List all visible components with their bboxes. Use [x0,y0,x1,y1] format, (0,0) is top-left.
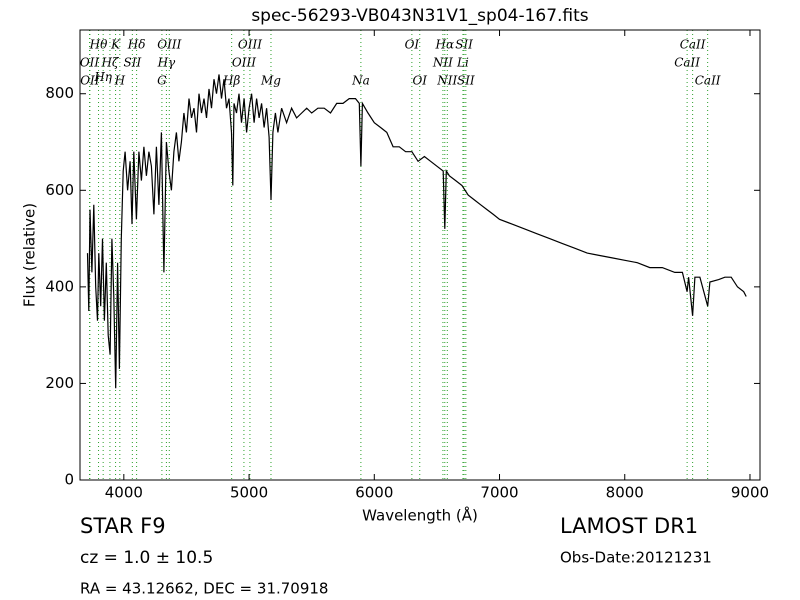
survey: LAMOST DR1 [560,514,698,538]
y-tick-label: 800 [45,84,74,102]
spectral-label: SII [123,56,141,70]
spectral-label: SII [457,74,475,88]
obs-date: Obs-Date:20121231 [560,549,712,567]
x-tick-label: 8000 [606,484,644,502]
x-axis-label: Wavelength (Å) [362,506,478,525]
spectral-label: H [114,74,126,88]
spectral-label: CaII [674,56,700,70]
spectral-label: Hα [435,38,455,52]
spectral-label: OI [405,38,420,52]
y-axis-label: Flux (relative) [21,203,39,307]
spectral-label: Hβ [222,74,240,88]
x-tick-label: 6000 [355,484,393,502]
spectral-label: Hθ [89,38,108,52]
spectral-label: K [110,38,121,52]
x-tick-label: 4000 [105,484,143,502]
coords: RA = 43.12662, DEC = 31.70918 [80,580,328,598]
x-tick-label: 5000 [230,484,268,502]
y-tick-label: 400 [45,277,74,295]
spectral-label: Na [351,74,370,88]
spectral-label: Hη [93,70,112,84]
x-tick-label: 7000 [480,484,518,502]
spectral-label: Li [456,56,469,70]
redshift: cz = 1.0 ± 10.5 [80,548,213,568]
spectrum-line [86,74,747,389]
spectral-label: G [157,74,167,88]
plot-frame [79,29,761,481]
y-tick-label: 200 [45,374,74,392]
y-tick-label: 0 [64,471,74,489]
spectral-label: Hγ [157,56,176,70]
spectral-label: Mg [260,74,281,88]
y-tick-label: 600 [45,181,74,199]
class-text: STAR F9 [80,514,166,538]
spectral-label: CaII [680,38,706,52]
spectral-label: OII [80,74,100,88]
spectral-label: OIII [232,56,256,70]
spectral-label: CaII [695,74,721,88]
spectral-label: OIII [238,38,262,52]
spectral-label: OI [412,74,427,88]
spectral-label: Hζ [100,56,119,70]
spectral-label: OIII [157,38,181,52]
x-tick-label: 9000 [731,484,769,502]
spectral-label: SII [455,38,473,52]
spectral-label: Hδ [127,38,146,52]
spectral-label: NII [436,74,457,88]
spectral-label: NII [432,56,453,70]
chart-title: spec-56293-VB043N31V1_sp04-167.fits [251,6,588,26]
